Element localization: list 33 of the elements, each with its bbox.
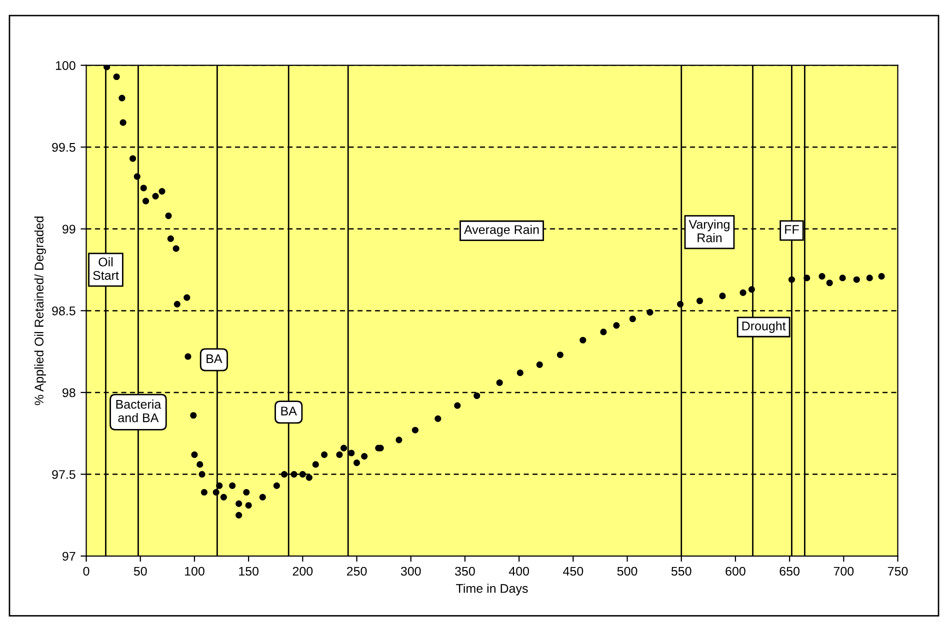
x-tick-label: 50	[134, 566, 147, 576]
x-tick-label: 700	[834, 566, 854, 576]
y-tick-label: 100	[56, 61, 76, 70]
x-tick-label: 400	[508, 566, 529, 576]
y-tick-label: 97.5	[52, 470, 76, 479]
ref-line-label: Bacteria and BA	[116, 400, 162, 422]
y-tick-label: 99	[62, 224, 76, 234]
x-axis-title: Time in Days	[456, 584, 528, 596]
y-tick-label: 97	[62, 552, 76, 561]
x-tick-label: 650	[780, 566, 800, 576]
x-tick-label: 550	[671, 566, 692, 576]
ref-line-label: Varying Rain	[688, 220, 730, 242]
ref-line-label: Oil Start	[93, 257, 119, 280]
ref-line-label: FF	[785, 225, 799, 234]
y-tick-label: 98	[62, 388, 76, 398]
ref-line-label: BA	[206, 354, 222, 363]
ref-line-label: Drought	[742, 321, 786, 333]
ref-line-label: BA	[281, 406, 297, 416]
x-tick-label: 450	[563, 566, 584, 576]
y-tick-label: 98.5	[52, 306, 76, 316]
y-tick-label: 99.5	[52, 142, 76, 152]
x-tick-label: 350	[455, 566, 475, 576]
x-tick-label: 150	[239, 566, 259, 576]
x-tick-label: 0	[83, 566, 90, 576]
x-tick-label: 600	[726, 566, 746, 576]
x-tick-label: 500	[617, 566, 638, 576]
y-axis-title: % Applied Oil Retained/ Degraded	[34, 216, 46, 406]
x-tick-label: 300	[400, 566, 421, 576]
x-tick-label: 750	[888, 566, 908, 576]
x-tick-label: 200	[292, 566, 313, 576]
x-tick-label: 250	[346, 566, 367, 576]
x-tick-label: 100	[184, 566, 204, 576]
annotation: Average Rain	[464, 224, 539, 237]
